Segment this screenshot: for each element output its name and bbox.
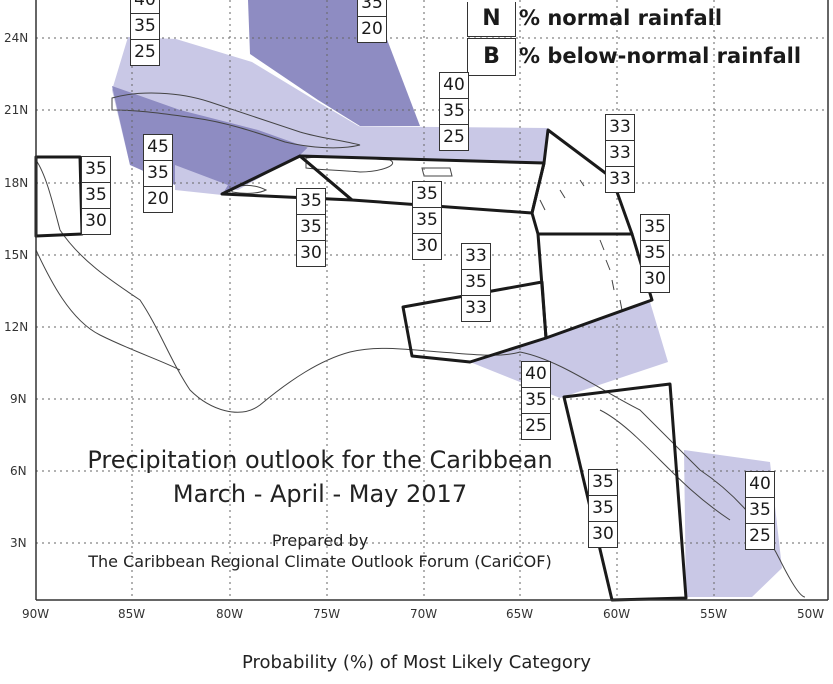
prob-below: 20 [147,189,169,209]
prob-normal: 35 [131,14,159,40]
prob-normal: 35 [297,215,325,241]
legend: N % normal rainfall B % below-normal rai… [467,0,807,78]
lat-label-9n: 9N [10,392,27,406]
prob-normal: 35 [462,270,490,296]
prob-box-guyana: 35 35 30 [588,469,618,548]
lat-label-24n: 24N [4,31,29,45]
prob-box-suriname: 40 35 25 [745,471,775,550]
prob-above: 45 [144,135,172,161]
prob-normal: 35 [746,498,774,524]
map-caption: Probability (%) of Most Likely Category [242,652,591,673]
lat-label-6n: 6N [10,464,27,478]
prob-normal: 35 [358,0,386,17]
prob-box-bahamas-top: 35 20 [357,0,387,43]
lat-label-18n: 18N [4,176,29,190]
prob-above: 35 [589,470,617,496]
lon-label-65w: 65W [506,607,534,621]
prob-box-trinidad-coast: 40 35 25 [521,361,551,440]
prob-box-hispaniola-north: 40 35 25 [439,72,469,151]
prob-normal: 35 [589,496,617,522]
prob-above: 35 [82,157,110,183]
lon-label-90w: 90W [22,607,50,621]
prob-box-windward-islands: 35 35 30 [640,214,670,293]
lon-label-50w: 50W [797,607,825,621]
lon-label-85w: 85W [118,607,146,621]
lon-label-75w: 75W [313,607,341,621]
prob-below: 25 [443,127,465,147]
prob-below: 20 [361,19,383,39]
prob-normal: 35 [440,99,468,125]
prob-normal: 33 [606,141,634,167]
prob-box-belize: 35 35 30 [81,156,111,235]
prob-below: 25 [749,526,771,546]
prob-below: 33 [609,169,631,189]
prob-normal: 35 [413,208,441,234]
prob-box-cuba-top: 40 35 25 [130,0,160,66]
lat-label-12n: 12N [4,320,29,334]
lon-label-80w: 80W [216,607,244,621]
prob-below: 30 [644,269,666,289]
prob-above: 40 [746,472,774,498]
prob-above: 35 [413,182,441,208]
lat-label-15n: 15N [4,248,29,262]
lat-label-21n: 21N [4,103,29,117]
prob-box-jamaica: 45 35 20 [143,134,173,213]
prob-above: 35 [641,215,669,241]
prob-box-caribbean-south: 33 35 33 [461,243,491,322]
region-jamaica-shade [175,165,228,195]
prob-normal: 35 [522,388,550,414]
prob-below: 30 [592,524,614,544]
coastlines [35,92,806,598]
prob-below: 25 [525,416,547,436]
legend-key-below: B [467,38,516,76]
prob-below: 30 [85,211,107,231]
outline-belize [34,155,84,238]
prob-below: 30 [416,236,438,256]
map-period: March - April - May 2017 [172,480,468,508]
legend-text-below: % below-normal rainfall [519,44,802,68]
prob-above: 33 [606,115,634,141]
region-south-caribbean-shade [470,302,668,398]
prob-below: 30 [300,243,322,263]
prob-box-leeward-islands: 33 33 33 [605,114,635,193]
prob-above: 40 [440,73,468,99]
prob-normal: 35 [144,161,172,187]
map-title: Precipitation outlook for the Caribbean [87,446,553,474]
outline-guyana [562,382,688,602]
prob-above: 40 [522,362,550,388]
organization: The Caribbean Regional Climate Outlook F… [88,552,552,571]
prob-above: 33 [462,244,490,270]
prob-normal: 35 [641,241,669,267]
prob-above: 35 [297,189,325,215]
lat-label-3n: 3N [10,536,27,550]
lon-label-55w: 55W [700,607,728,621]
legend-key-normal: N [467,2,516,37]
prob-normal: 35 [82,183,110,209]
lon-label-60w: 60W [603,607,631,621]
prob-below: 25 [134,42,156,62]
legend-text-normal: % normal rainfall [519,6,723,30]
prob-above: 40 [131,0,159,14]
prob-below: 33 [465,298,487,318]
lon-label-70w: 70W [410,607,438,621]
prepared-by: Prepared by [271,531,369,550]
prob-box-caribbean-central: 35 35 30 [412,181,442,260]
outline-south-caribbean [401,280,548,364]
prob-box-caribbean-west: 35 35 30 [296,188,326,267]
